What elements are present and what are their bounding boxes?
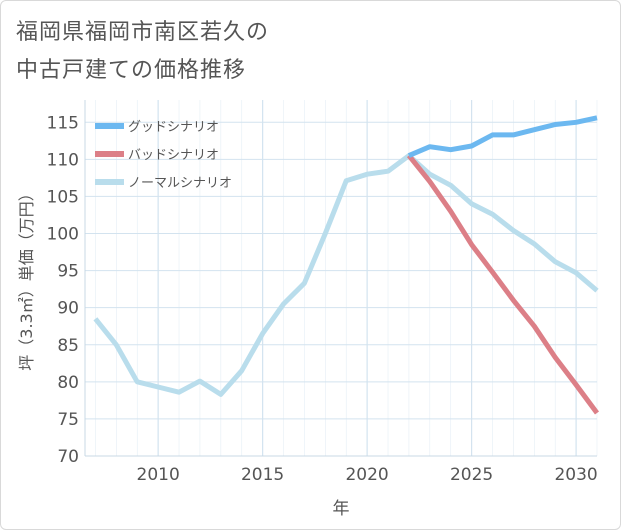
- y-axis-label: 坪（3.3㎡）単価（万円）: [17, 185, 36, 370]
- y-tick-label: 115: [47, 113, 79, 133]
- x-tick-label: 2025: [450, 465, 493, 485]
- y-tick-label: 105: [47, 187, 79, 207]
- x-tick-label: 2030: [554, 465, 597, 485]
- y-tick-label: 100: [47, 225, 79, 245]
- x-tick-label: 2020: [345, 465, 388, 485]
- y-tick-label: 70: [57, 447, 79, 467]
- series-line-0: [407, 115, 598, 158]
- y-tick-label: 85: [57, 336, 79, 356]
- chart-title: 福岡県福岡市南区若久の 中古戸建ての価格推移: [16, 14, 269, 90]
- y-tick-label: 90: [57, 299, 79, 319]
- x-axis-label: 年: [333, 499, 350, 519]
- legend-label: ノーマルシナリオ: [128, 176, 232, 191]
- series-line-2: [93, 153, 599, 397]
- x-tick-label: 2015: [241, 465, 284, 485]
- x-tick-label: 2010: [137, 465, 180, 485]
- legend-label: バッドシナリオ: [128, 148, 219, 163]
- y-tick-label: 75: [57, 410, 79, 430]
- legend-label: グッドシナリオ: [128, 120, 219, 135]
- title-line-2: 中古戸建ての価格推移: [16, 58, 247, 83]
- series-line-1: [406, 154, 600, 415]
- y-tick-label: 95: [57, 262, 79, 282]
- y-tick-label: 110: [47, 150, 79, 170]
- title-line-1: 福岡県福岡市南区若久の: [16, 20, 270, 45]
- y-tick-label: 80: [57, 373, 79, 393]
